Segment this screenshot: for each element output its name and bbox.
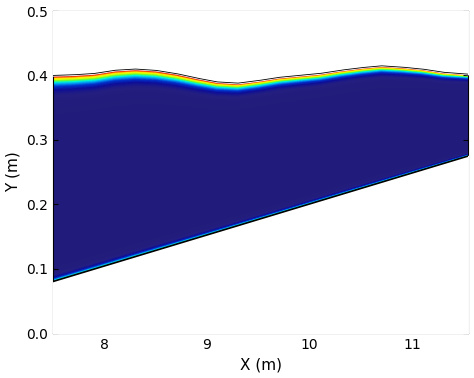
Y-axis label: Y (m): Y (m) [6,152,20,192]
X-axis label: X (m): X (m) [240,358,282,372]
